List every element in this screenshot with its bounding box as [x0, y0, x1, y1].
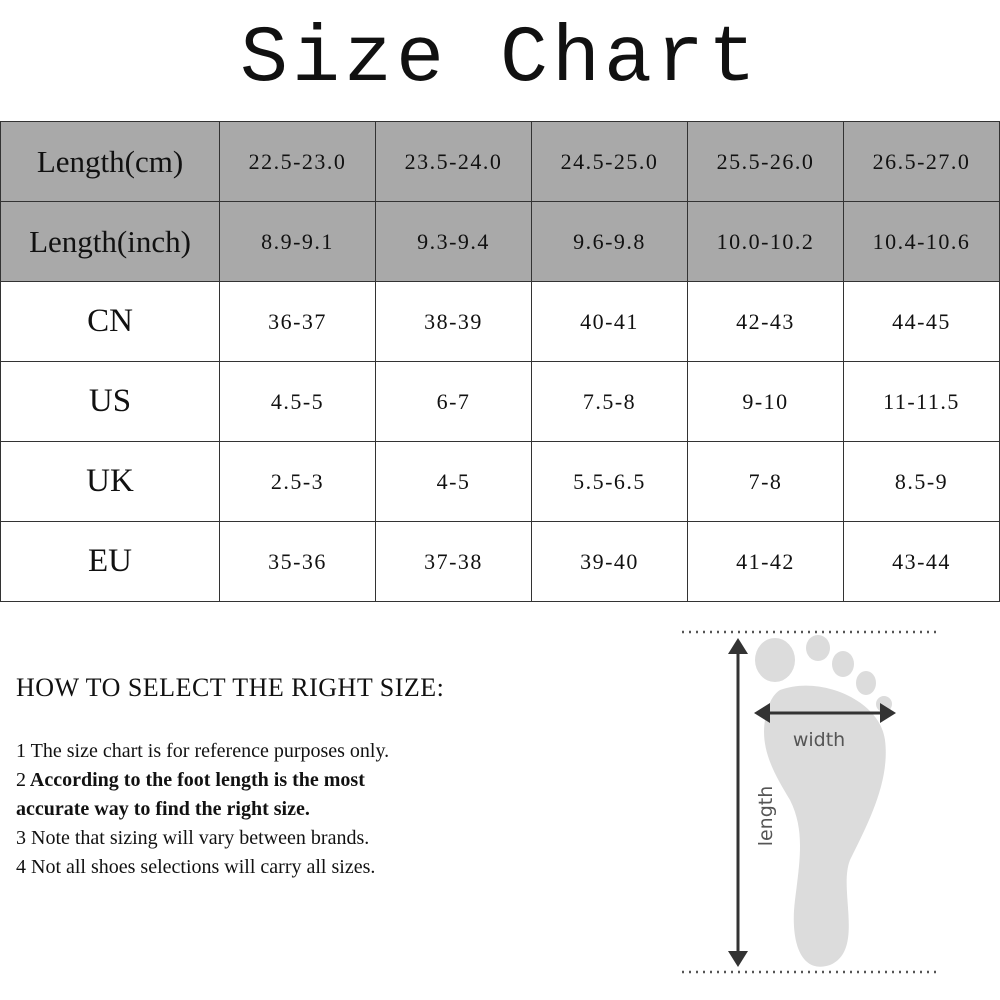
- table-cell: 36-37: [219, 281, 376, 362]
- note-text: According to the foot length is the most: [29, 769, 365, 791]
- table-cell: 23.5-24.0: [375, 121, 532, 202]
- width-label: width: [793, 729, 845, 751]
- note-number: 4: [16, 856, 26, 878]
- note-3: 3 Note that sizing will vary between bra…: [16, 824, 389, 853]
- note-number: 2: [16, 769, 26, 791]
- table-cell: 24.5-25.0: [531, 121, 688, 202]
- table-cell: 39-40: [531, 521, 688, 602]
- row-label: EU: [0, 521, 220, 602]
- table-cell: 40-41: [531, 281, 688, 362]
- row-label: Length(cm): [0, 121, 220, 202]
- table-cell: 25.5-26.0: [687, 121, 844, 202]
- table-cell: 7.5-8: [531, 361, 688, 442]
- table-cell: 37-38: [375, 521, 532, 602]
- table-cell: 22.5-23.0: [219, 121, 376, 202]
- length-label: length: [755, 786, 777, 847]
- table-cell: 8.9-9.1: [219, 201, 376, 282]
- note-text: Note that sizing will vary between brand…: [31, 827, 370, 849]
- table-cell: 10.4-10.6: [843, 201, 1000, 282]
- width-arrow-icon: [754, 703, 896, 723]
- table-row: CN 36-37 38-39 40-41 42-43 44-45: [0, 281, 1000, 362]
- row-label: Length(inch): [0, 201, 220, 282]
- how-to-heading: HOW TO SELECT THE RIGHT SIZE:: [16, 673, 445, 702]
- note-number: 3: [16, 827, 26, 849]
- note-number: 1: [16, 740, 26, 762]
- table-cell: 41-42: [687, 521, 844, 602]
- table-cell: 11-11.5: [843, 361, 1000, 442]
- table-cell: 8.5-9: [843, 441, 1000, 522]
- note-2-continued: accurate way to find the right size.: [16, 798, 310, 820]
- table-cell: 9-10: [687, 361, 844, 442]
- notes-list: 1 The size chart is for reference purpos…: [16, 737, 389, 882]
- table-cell: 10.0-10.2: [687, 201, 844, 282]
- table-cell: 38-39: [375, 281, 532, 362]
- row-label: UK: [0, 441, 220, 522]
- note-text: The size chart is for reference purposes…: [30, 740, 390, 762]
- foot-icon: [755, 635, 892, 967]
- table-row: US 4.5-5 6-7 7.5-8 9-10 11-11.5: [0, 361, 1000, 442]
- table-cell: 6-7: [375, 361, 532, 442]
- table-cell: 2.5-3: [219, 441, 376, 522]
- note-1: 1 The size chart is for reference purpos…: [16, 737, 389, 766]
- table-cell: 7-8: [687, 441, 844, 522]
- table-cell: 35-36: [219, 521, 376, 602]
- table-cell: 4.5-5: [219, 361, 376, 442]
- length-arrow-icon: [728, 638, 748, 967]
- table-row: EU 35-36 37-38 39-40 41-42 43-44: [0, 521, 1000, 602]
- row-label: CN: [0, 281, 220, 362]
- table-row: Length(cm) 22.5-23.0 23.5-24.0 24.5-25.0 25.…: [0, 121, 1000, 202]
- note-2: 2 According to the foot length is the mo…: [16, 766, 389, 795]
- table-cell: 44-45: [843, 281, 1000, 362]
- note-text: Not all shoes selections will carry all …: [31, 856, 376, 878]
- row-label: US: [0, 361, 220, 442]
- table-cell: 42-43: [687, 281, 844, 362]
- page-title: Size Chart: [239, 14, 761, 105]
- table-row: Length(inch) 8.9-9.1 9.3-9.4 9.6-9.8 10.0-10…: [0, 201, 1000, 282]
- foot-measurement-diagram: width length: [682, 630, 938, 974]
- table-cell: 5.5-6.5: [531, 441, 688, 522]
- note-4: 4 Not all shoes selections will carry al…: [16, 853, 389, 882]
- table-cell: 4-5: [375, 441, 532, 522]
- table-cell: 26.5-27.0: [843, 121, 1000, 202]
- table-cell: 9.3-9.4: [375, 201, 532, 282]
- table-row: UK 2.5-3 4-5 5.5-6.5 7-8 8.5-9: [0, 441, 1000, 522]
- table-cell: 9.6-9.8: [531, 201, 688, 282]
- size-chart-table: Length(cm) 22.5-23.0 23.5-24.0 24.5-25.0 25.…: [0, 121, 1000, 602]
- table-cell: 43-44: [843, 521, 1000, 602]
